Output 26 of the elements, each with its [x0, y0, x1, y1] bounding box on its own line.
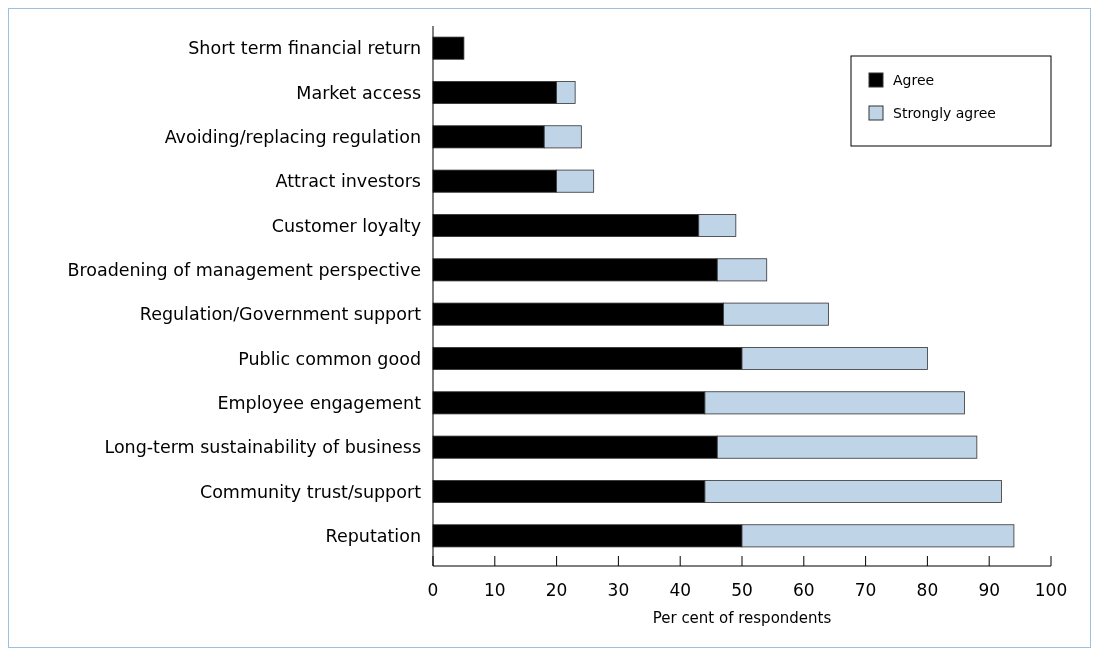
x-axis-title: Per cent of respondents [652, 609, 832, 627]
x-tick-label: 10 [483, 580, 506, 600]
legend-label: Agree [893, 71, 935, 88]
x-tick-label: 70 [854, 580, 877, 600]
y-tick-label: Employee engagement [217, 392, 422, 413]
y-tick-label: Avoiding/replacing regulation [164, 126, 421, 147]
y-tick-label: Broadening of management perspective [67, 259, 421, 280]
y-tick-label: Attract investors [275, 171, 421, 192]
y-tick-label: Reputation [325, 525, 421, 546]
x-tick-label: 0 [427, 580, 439, 600]
x-tick-label: 40 [669, 580, 692, 600]
x-tick-label: 60 [792, 580, 815, 600]
y-tick-label: Regulation/Government support [139, 304, 422, 325]
y-tick-label: Long-term sustainability of business [104, 437, 421, 458]
x-tick-label: 90 [978, 580, 1001, 600]
x-tick-label: 100 [1034, 580, 1068, 600]
x-tick-label: 50 [731, 580, 753, 600]
x-tick-label: 30 [607, 580, 630, 600]
y-tick-label: Community trust/support [199, 481, 422, 502]
y-tick-label: Short term financial return [188, 38, 421, 59]
y-tick-label: Market access [296, 82, 421, 103]
x-tick-label: 80 [916, 580, 939, 600]
y-tick-label: Customer loyalty [271, 215, 421, 236]
y-tick-label: Public common good [238, 348, 421, 369]
legend-label: Strongly agree [893, 104, 996, 121]
x-tick-label: 20 [545, 580, 568, 600]
